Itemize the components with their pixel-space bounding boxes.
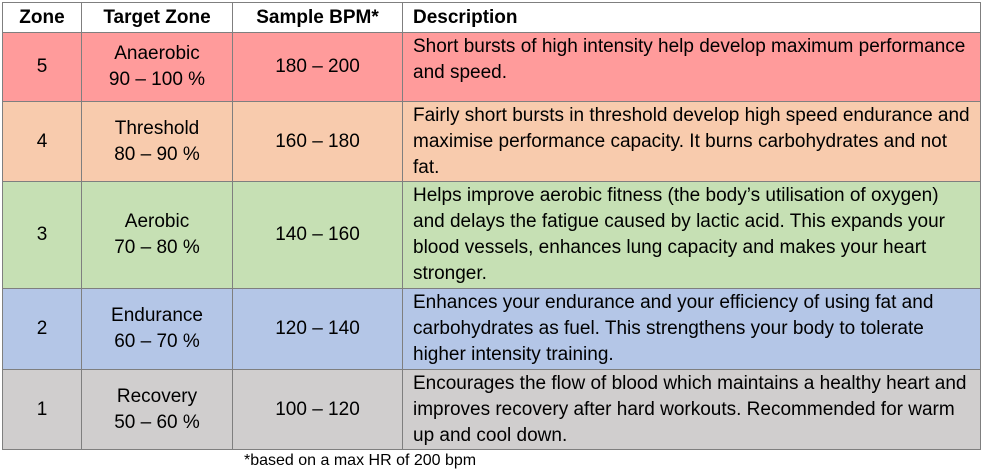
- target-zone: Anaerobic 90 – 100 %: [81, 32, 233, 102]
- zone-row-4: 4 Threshold 80 – 90 % 160 – 180 Fairly s…: [2, 101, 981, 182]
- target-zone: Endurance 60 – 70 %: [81, 288, 233, 370]
- zone-description: Encourages the flow of blood which maint…: [402, 369, 981, 450]
- zone-name: Recovery: [116, 385, 198, 407]
- zone-row-1: 1 Recovery 50 – 60 % 100 – 120 Encourage…: [2, 369, 981, 450]
- heart-rate-zones-table: Zone Target Zone Sample BPM* Description…: [2, 2, 981, 450]
- header-description: Description: [402, 2, 981, 33]
- zone-description: Enhances your endurance and your efficie…: [402, 288, 981, 370]
- target-zone: Threshold 80 – 90 %: [81, 101, 233, 182]
- zone-range: 60 – 70 %: [114, 331, 200, 352]
- zone-name: Endurance: [111, 305, 203, 326]
- zone-row-5: 5 Anaerobic 90 – 100 % 180 – 200 Short b…: [2, 32, 981, 102]
- header-row: Zone Target Zone Sample BPM* Description: [2, 2, 981, 33]
- zone-name: Threshold: [114, 117, 200, 139]
- zone-row-3: 3 Aerobic 70 – 80 % 140 – 160 Helps impr…: [2, 181, 981, 289]
- zone-name: Aerobic: [124, 211, 190, 232]
- sample-bpm: 160 – 180: [232, 101, 403, 182]
- zone-number: 2: [2, 288, 82, 370]
- footnote: *based on a max HR of 200 bpm: [244, 452, 477, 469]
- zone-range: 90 – 100 %: [108, 69, 206, 90]
- zone-number: 1: [2, 369, 82, 450]
- header-zone: Zone: [2, 2, 82, 33]
- target-zone: Recovery 50 – 60 %: [81, 369, 233, 450]
- zone-number: 5: [2, 32, 82, 102]
- header-sample-bpm: Sample BPM*: [232, 2, 403, 33]
- sample-bpm: 140 – 160: [232, 181, 403, 289]
- zone-range: 50 – 60 %: [114, 411, 200, 433]
- sample-bpm: 120 – 140: [232, 288, 403, 370]
- zone-number: 3: [2, 181, 82, 289]
- sample-bpm: 180 – 200: [232, 32, 403, 102]
- zone-number: 4: [2, 101, 82, 182]
- header-target-zone: Target Zone: [81, 2, 233, 33]
- zone-range: 70 – 80 %: [114, 237, 200, 258]
- zone-description: Short bursts of high intensity help deve…: [402, 32, 981, 102]
- target-zone: Aerobic 70 – 80 %: [81, 181, 233, 289]
- zone-range: 80 – 90 %: [114, 143, 200, 165]
- zone-description: Fairly short bursts in threshold develop…: [402, 101, 981, 182]
- zone-description: Helps improve aerobic fitness (the body’…: [402, 181, 981, 289]
- zone-row-2: 2 Endurance 60 – 70 % 120 – 140 Enhances…: [2, 288, 981, 370]
- sample-bpm: 100 – 120: [232, 369, 403, 450]
- zone-name: Anaerobic: [114, 43, 200, 64]
